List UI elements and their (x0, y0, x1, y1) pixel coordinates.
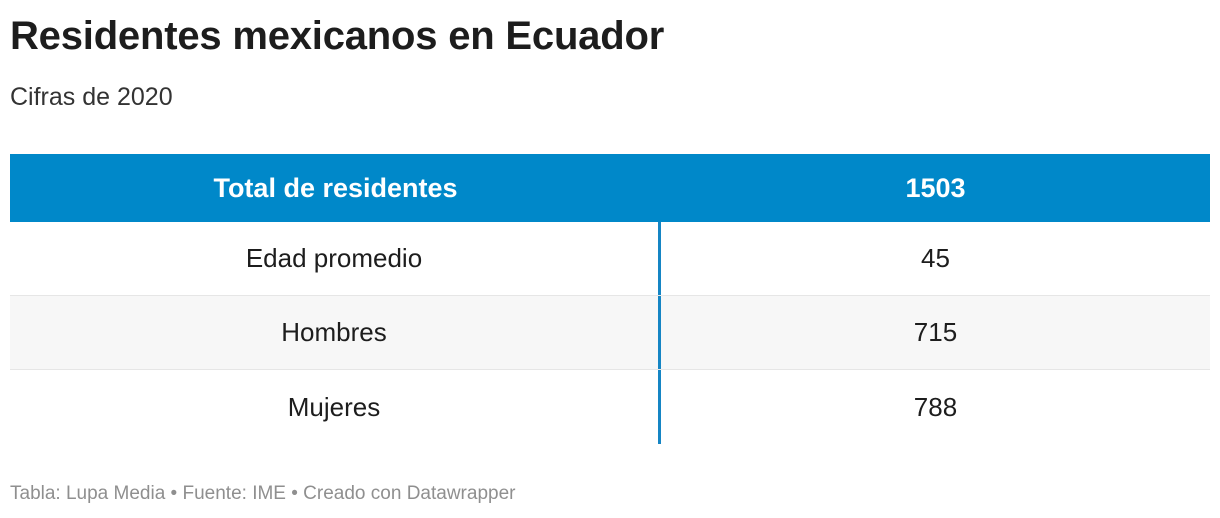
table-row-value: 788 (913, 391, 958, 422)
table-row-label: Hombres (10, 296, 661, 369)
chart-subtitle: Cifras de 2020 (10, 83, 173, 111)
table-row-value: 715 (913, 317, 958, 347)
table-row-label: Edad promedio (10, 222, 661, 295)
table-row: Mujeres 788 (10, 370, 1210, 444)
chart-footer: Tabla: Lupa Media • Fuente: IME • Creado… (10, 483, 516, 504)
table-header-label: Total de residentes (213, 172, 458, 203)
table-row-value: 45 (921, 243, 950, 273)
table-row: Hombres 715 (10, 296, 1210, 370)
data-table: Total de residentes 1503 Edad promedio 4… (10, 154, 1210, 444)
table-row-label: Mujeres (10, 370, 661, 444)
table-header-value: 1503 (905, 172, 966, 203)
table-header-row: Total de residentes 1503 (10, 154, 1210, 222)
table-row: Edad promedio 45 (10, 222, 1210, 296)
chart-title: Residentes mexicanos en Ecuador (10, 14, 665, 58)
